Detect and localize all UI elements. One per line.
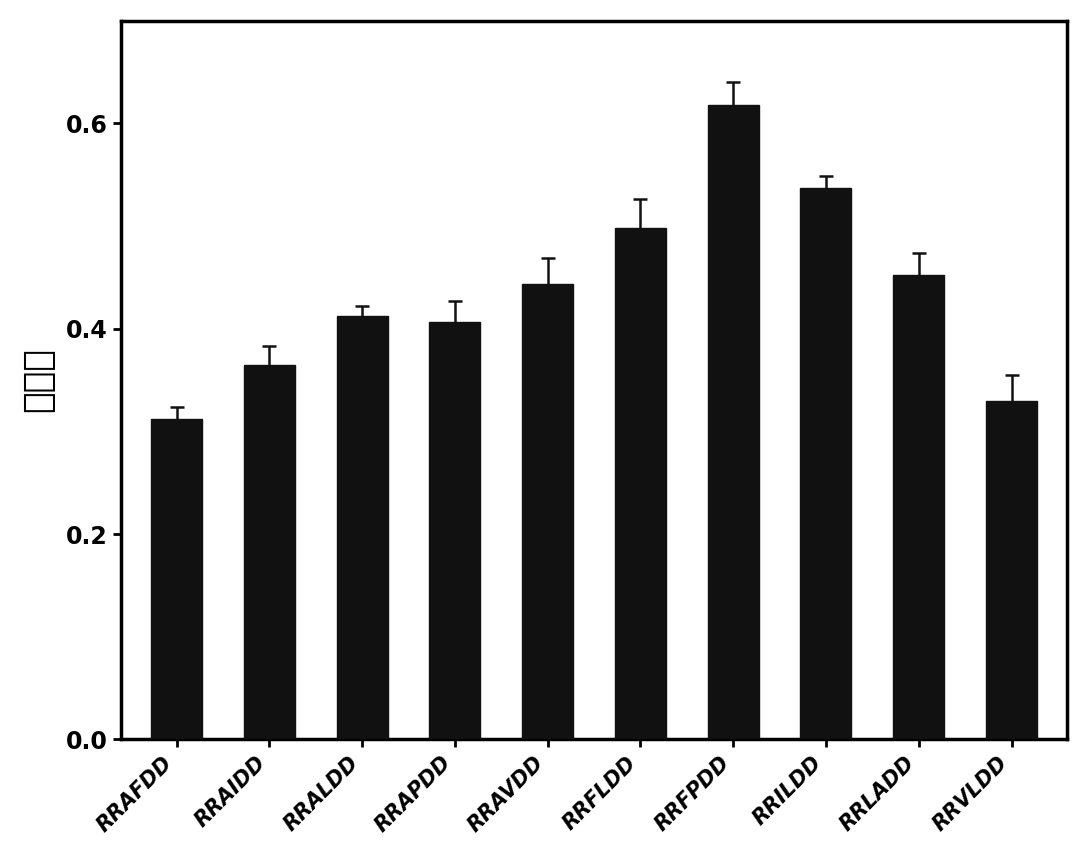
Bar <box>893 275 944 740</box>
Bar <box>336 316 387 740</box>
Bar <box>151 419 202 740</box>
Bar <box>244 365 295 740</box>
Y-axis label: 吸光度: 吸光度 <box>21 348 54 412</box>
Bar <box>801 189 852 740</box>
Bar <box>707 105 758 740</box>
Bar <box>522 284 573 740</box>
Bar <box>615 228 666 740</box>
Bar <box>430 321 481 740</box>
Bar <box>986 400 1037 740</box>
